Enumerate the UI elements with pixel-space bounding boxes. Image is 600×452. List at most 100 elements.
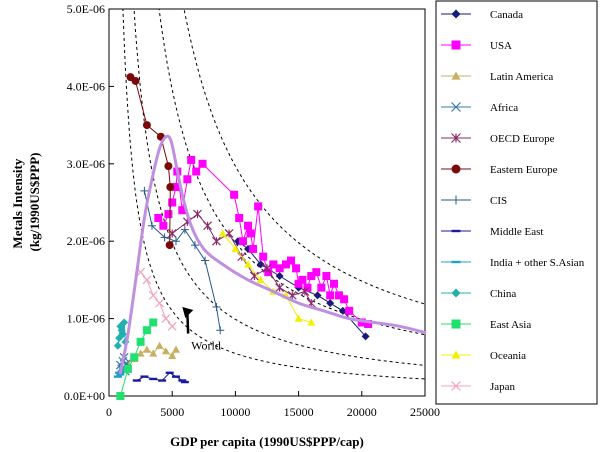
data-point bbox=[451, 164, 461, 174]
data-point bbox=[198, 159, 207, 168]
data-point bbox=[275, 283, 285, 293]
data-point bbox=[298, 275, 307, 284]
data-point bbox=[155, 298, 164, 308]
data-point bbox=[259, 252, 268, 261]
legend-label: Eastern Europe bbox=[490, 164, 558, 176]
x-axis-title: GDP per capita (1990US$PPP/cap) bbox=[170, 434, 364, 449]
data-point bbox=[168, 198, 177, 207]
reference-curve bbox=[183, 9, 425, 305]
data-point bbox=[451, 260, 461, 264]
data-point bbox=[256, 275, 265, 284]
data-point bbox=[357, 318, 366, 327]
data-point bbox=[254, 202, 263, 211]
data-point bbox=[262, 263, 272, 273]
series-cis bbox=[140, 186, 225, 335]
data-point bbox=[116, 373, 125, 376]
data-point bbox=[345, 306, 354, 315]
data-point bbox=[149, 318, 158, 327]
data-point bbox=[161, 347, 170, 355]
x-tick-label: 0 bbox=[106, 405, 112, 419]
y-tick-label: 3.0E-06 bbox=[67, 157, 105, 171]
data-point bbox=[142, 121, 151, 130]
data-point bbox=[235, 213, 244, 222]
data-point bbox=[451, 195, 461, 205]
data-point bbox=[451, 381, 461, 391]
data-point bbox=[218, 229, 227, 237]
y-axis-title-line-2: (kg/1990US$PPP) bbox=[27, 153, 42, 252]
data-point bbox=[180, 380, 189, 384]
plot-area-frame bbox=[108, 8, 426, 397]
data-point bbox=[451, 288, 461, 298]
data-point bbox=[364, 320, 373, 329]
x-tick-label: 15000 bbox=[284, 405, 314, 419]
legend-label: Middle East bbox=[490, 226, 543, 238]
legend-label: Africa bbox=[490, 102, 518, 114]
legend-label: Oceania bbox=[490, 350, 526, 362]
data-point bbox=[275, 272, 284, 281]
data-point bbox=[118, 367, 127, 371]
data-point bbox=[216, 326, 225, 335]
data-point bbox=[340, 295, 349, 304]
data-point bbox=[155, 341, 164, 349]
y-tick-label: 2.0E-06 bbox=[67, 234, 105, 248]
data-point bbox=[165, 241, 174, 250]
data-point bbox=[171, 375, 180, 378]
data-point bbox=[292, 264, 301, 273]
y-tick-label: 5.0E-06 bbox=[67, 2, 105, 16]
data-point bbox=[326, 291, 335, 300]
legend-item: East Asia bbox=[441, 319, 531, 331]
reference-curve bbox=[133, 9, 425, 366]
legend-label: Canada bbox=[490, 9, 523, 21]
y-tick-label: 1.0E-06 bbox=[67, 312, 105, 326]
legend-label: Japan bbox=[490, 381, 516, 393]
data-point bbox=[167, 321, 177, 331]
data-point bbox=[136, 337, 145, 346]
x-tick-label: 5000 bbox=[160, 405, 184, 419]
data-point bbox=[249, 244, 258, 253]
data-point bbox=[142, 345, 151, 353]
data-point bbox=[303, 283, 312, 292]
data-point bbox=[192, 167, 201, 176]
data-point bbox=[164, 210, 173, 219]
data-point bbox=[171, 345, 180, 353]
y-tick-label: 0.0E+00 bbox=[64, 389, 105, 403]
data-point bbox=[165, 371, 174, 374]
data-point bbox=[113, 375, 122, 378]
data-point bbox=[166, 183, 175, 192]
series-usa bbox=[154, 155, 373, 329]
data-point bbox=[159, 221, 168, 230]
x-tick-label: 25000 bbox=[410, 405, 440, 419]
legend-item: Middle East bbox=[441, 226, 543, 238]
data-point bbox=[203, 221, 213, 231]
world-curve-layer bbox=[118, 134, 427, 375]
legend-frame bbox=[435, 0, 598, 405]
data-point bbox=[148, 290, 158, 300]
legend-label: Latin America bbox=[490, 71, 553, 83]
series-japan bbox=[136, 267, 177, 331]
data-point bbox=[187, 155, 196, 164]
data-point bbox=[307, 318, 316, 326]
legend-item: Latin America bbox=[441, 71, 553, 83]
legend-item: CIS bbox=[441, 195, 507, 207]
legend-item: Eastern Europe bbox=[441, 164, 558, 176]
data-point bbox=[120, 318, 129, 327]
data-point bbox=[131, 76, 140, 85]
data-point bbox=[140, 186, 149, 195]
data-point bbox=[161, 314, 171, 324]
legend: Canada USA Latin America Africa OECD Europe E… bbox=[441, 9, 585, 393]
data-point bbox=[317, 283, 326, 292]
legend-item: Japan bbox=[441, 381, 516, 393]
data-point bbox=[329, 279, 338, 288]
data-point bbox=[178, 206, 187, 215]
data-point bbox=[451, 102, 461, 112]
reference-curve bbox=[122, 9, 425, 380]
data-point bbox=[275, 264, 284, 273]
data-point bbox=[300, 287, 310, 296]
data-point bbox=[269, 260, 278, 269]
data-point bbox=[451, 229, 461, 233]
data-point bbox=[451, 71, 461, 80]
data-point bbox=[212, 302, 221, 311]
data-point bbox=[313, 291, 322, 300]
annotation-label: World bbox=[191, 339, 221, 353]
legend-label: USA bbox=[490, 40, 512, 52]
